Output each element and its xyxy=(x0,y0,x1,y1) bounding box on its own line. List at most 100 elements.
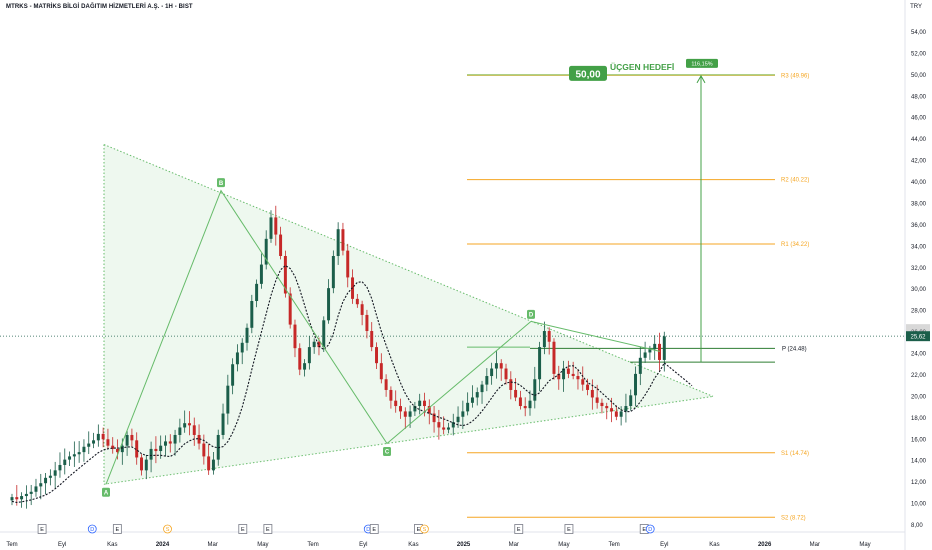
event-label: E xyxy=(567,527,571,533)
candle-body xyxy=(48,475,52,478)
y-tick-label: 28,00 xyxy=(911,309,927,315)
candle-body xyxy=(624,406,628,412)
candle-body xyxy=(279,234,283,256)
pivot-label: P (24.48) xyxy=(782,346,807,352)
earnings-event-icon[interactable] xyxy=(564,524,574,534)
candle-body xyxy=(542,331,546,348)
earnings-event-icon[interactable] xyxy=(514,524,524,534)
candle-body xyxy=(600,402,604,407)
candle-body xyxy=(159,445,163,452)
earnings-event-icon[interactable] xyxy=(112,524,122,534)
candle-body xyxy=(562,368,566,380)
candle-body xyxy=(173,434,177,444)
candle-body xyxy=(394,400,398,407)
triangle-upper-line xyxy=(103,144,714,397)
candle-body xyxy=(312,341,316,348)
y-tick-label: 46,00 xyxy=(911,116,927,122)
candle-body xyxy=(466,402,470,412)
candle-body xyxy=(379,363,383,380)
candle-body xyxy=(101,433,105,440)
moving-average-line xyxy=(11,264,665,504)
candle-body xyxy=(202,443,206,457)
candle-body xyxy=(619,411,623,417)
target-price-badge xyxy=(569,65,607,81)
candle-body xyxy=(298,348,302,370)
candle-body xyxy=(494,363,498,369)
target-price-text: 50,00 xyxy=(575,69,600,80)
y-tick-label: 48,00 xyxy=(911,94,927,100)
y-tick-label: 42,00 xyxy=(911,159,927,165)
pattern-point-label: A xyxy=(104,490,109,496)
pivot-label: S1 (14.74) xyxy=(781,451,809,457)
chart-title: MTRKS - MATRİKS BİLGİ DAĞITIM HİZMETLERİ… xyxy=(6,4,193,10)
x-tick-label: May xyxy=(257,542,268,548)
candle-body xyxy=(10,497,14,501)
event-label: D xyxy=(366,527,370,533)
pattern-point-label: B xyxy=(219,181,224,187)
target-percent-badge xyxy=(686,58,718,68)
candle-body xyxy=(658,343,661,360)
earnings-event-icon[interactable] xyxy=(263,524,273,534)
dividend-event-icon[interactable] xyxy=(645,524,655,534)
pattern-point-badge xyxy=(527,309,535,319)
candle-body xyxy=(303,363,307,370)
x-tick-label: 2025 xyxy=(457,542,471,548)
earnings-event-icon[interactable] xyxy=(37,524,47,534)
candle-body xyxy=(183,423,187,428)
candle-body xyxy=(53,470,57,476)
candle-body xyxy=(92,440,96,444)
candle-body xyxy=(120,445,124,453)
pattern-point-label: C xyxy=(385,450,390,456)
currency-label: TRY xyxy=(910,4,922,10)
x-tick-label: May xyxy=(558,542,569,548)
candle-body xyxy=(576,376,580,380)
moving-average-extension xyxy=(663,362,693,387)
candle-body xyxy=(634,373,638,396)
candle-body xyxy=(365,314,369,332)
candle-body xyxy=(571,373,575,377)
current-price-tag xyxy=(906,331,930,342)
candle-body xyxy=(461,411,465,417)
candle-body xyxy=(399,406,402,412)
candle-body xyxy=(653,343,657,350)
x-tick-label: 2024 xyxy=(156,542,170,548)
earnings-event-icon[interactable] xyxy=(238,524,248,534)
event-label: E xyxy=(517,527,521,533)
x-tick-label: Mar xyxy=(509,542,519,548)
candle-body xyxy=(638,357,642,374)
y-tick-label: 16,00 xyxy=(911,437,927,443)
candle-body xyxy=(15,497,19,500)
abcd-pattern-line xyxy=(105,189,532,485)
dividend-event-icon[interactable] xyxy=(87,524,97,534)
candle-body xyxy=(77,452,81,455)
candle-body xyxy=(211,459,215,471)
y-tick-label: 50,00 xyxy=(911,73,927,79)
x-tick-label: Tem xyxy=(608,542,619,548)
candle-body xyxy=(149,448,153,460)
x-tick-label: Kas xyxy=(408,542,418,548)
y-tick-label: 30,00 xyxy=(911,287,927,293)
candle-body xyxy=(384,379,388,390)
candle-body xyxy=(125,434,129,446)
split-event-icon[interactable] xyxy=(163,524,172,534)
candle-body xyxy=(566,368,570,374)
candle-body xyxy=(557,373,561,380)
x-tick-label: Mar xyxy=(810,542,820,548)
candle-body xyxy=(614,411,618,417)
candle-body xyxy=(255,283,259,302)
split-event-icon[interactable] xyxy=(420,524,429,534)
candle-body xyxy=(39,483,43,487)
earnings-event-icon[interactable] xyxy=(369,524,379,534)
candle-body xyxy=(226,385,230,414)
candle-body xyxy=(264,238,268,265)
target-percent-text: 116,15% xyxy=(691,61,712,67)
candle-body xyxy=(586,384,590,390)
candle-body xyxy=(581,379,585,385)
candle-body xyxy=(523,406,527,409)
candle-body xyxy=(135,440,139,458)
y-tick-label: 8,00 xyxy=(911,523,923,529)
candle-body xyxy=(274,217,278,235)
candle-body xyxy=(288,293,292,325)
candle-body xyxy=(370,331,374,348)
